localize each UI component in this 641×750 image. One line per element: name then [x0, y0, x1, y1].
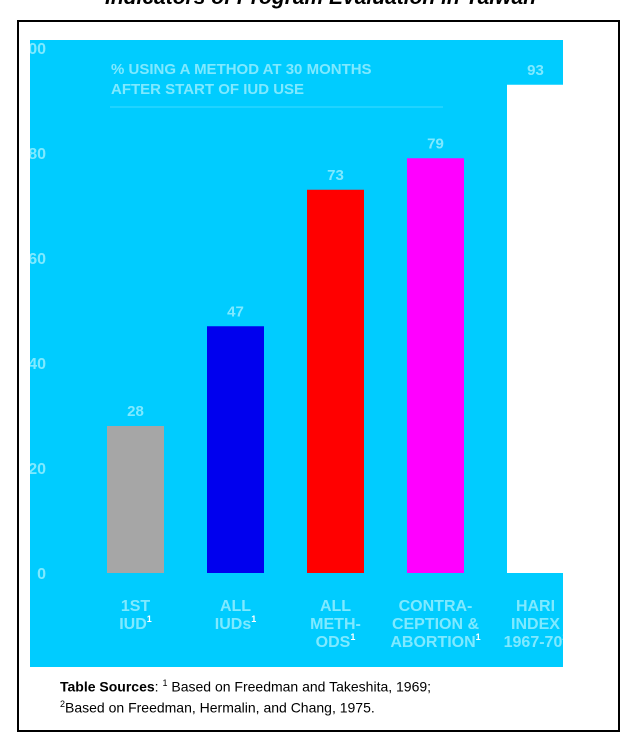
- source-1-mark: 1: [162, 678, 168, 688]
- bar: [507, 84, 563, 573]
- category-label: CONTRA-: [399, 598, 473, 615]
- y-tick-label: 100: [30, 41, 46, 58]
- category-label: ABORTION1: [390, 632, 480, 651]
- category-label: METH-: [310, 616, 361, 633]
- source-line-2: 2Based on Freedman, Hermalin, and Chang,…: [60, 696, 600, 717]
- category-label: HARI: [516, 598, 555, 615]
- category-footnote-mark: 2: [562, 632, 563, 642]
- y-tick-label: 60: [30, 251, 46, 268]
- category-label: CEPTION &: [392, 616, 480, 633]
- y-tick-label: 20: [30, 461, 46, 478]
- category-label: IUDs1: [215, 614, 256, 633]
- category-label: ODS1: [316, 632, 356, 651]
- value-label: 73: [327, 167, 344, 184]
- category-label: 1967-702: [504, 632, 563, 651]
- source-1-text: Based on Freedman and Takeshita, 1969;: [171, 678, 432, 695]
- y-tick-label: 80: [30, 146, 46, 163]
- category-footnote-mark: 1: [251, 614, 256, 624]
- bar-chart: 0 20 40 60 80 100 % USING A METHOD AT 30 MONTH…: [30, 41, 563, 651]
- source-2-mark: 2: [60, 698, 66, 709]
- sources-label: Table Sources: [60, 678, 155, 695]
- category-label: ALL: [320, 598, 351, 615]
- category-footnote-mark: 1: [350, 632, 355, 642]
- table-sources: Table Sources: 1 Based on Freedman and T…: [60, 675, 600, 716]
- category-footnote-mark: 1: [476, 632, 481, 642]
- chart-title-line: % USING A METHOD AT 30 MONTHS: [111, 61, 372, 78]
- category-label: ALL: [220, 598, 251, 615]
- category-label: 1ST: [121, 598, 151, 615]
- y-tick-label: 40: [30, 356, 46, 373]
- chart-title-line: AFTER START OF IUD USE: [111, 81, 304, 98]
- value-label: 79: [427, 135, 444, 152]
- category-label: IUD1: [119, 614, 152, 633]
- y-tick-label: 0: [37, 566, 46, 583]
- value-label: 28: [127, 403, 144, 420]
- source-line-1: Table Sources: 1 Based on Freedman and T…: [60, 678, 432, 695]
- chart-panel: 0 20 40 60 80 100 % USING A METHOD AT 30 MONTH…: [30, 40, 563, 667]
- category-label: INDEX: [511, 616, 560, 633]
- bar: [207, 326, 264, 573]
- bar: [307, 189, 364, 573]
- bar: [107, 426, 164, 573]
- value-label: 47: [227, 303, 244, 320]
- value-label: 93: [527, 62, 544, 79]
- category-footnote-mark: 1: [147, 614, 152, 624]
- source-2-text: Based on Freedman, Hermalin, and Chang, …: [65, 699, 375, 716]
- page-title: Indicators of Program Evaluation in Taiw…: [0, 0, 641, 10]
- bar: [407, 158, 464, 573]
